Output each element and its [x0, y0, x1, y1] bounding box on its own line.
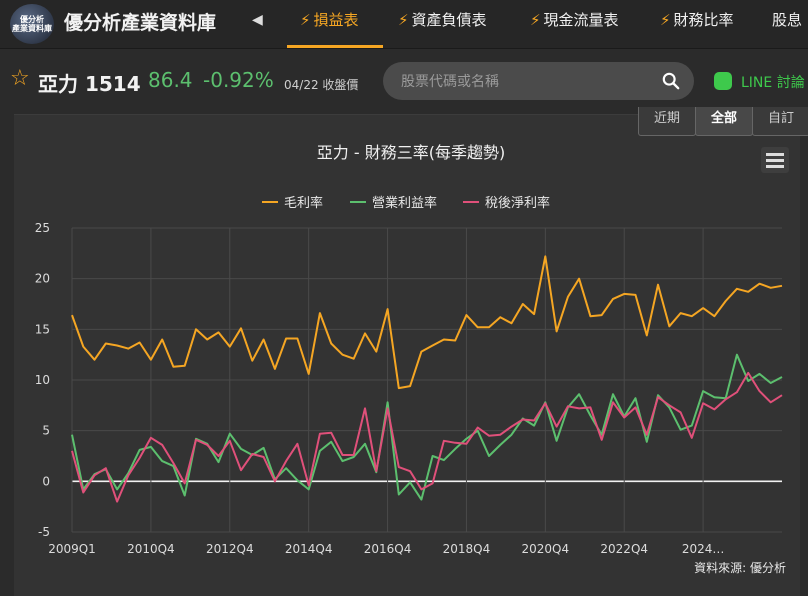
tab-financial-ratios[interactable]: ⚡ 財務比率 — [660, 9, 734, 30]
search-box — [383, 62, 694, 100]
line-app-icon[interactable] — [714, 72, 732, 90]
chart-panel: 近期 全部 自訂 — [14, 107, 808, 596]
brand-logo-text: 優分析 產業資料庫 — [12, 15, 52, 33]
search-input[interactable] — [399, 71, 643, 93]
bolt-icon: ⚡ — [300, 11, 311, 29]
tab-cash-flow[interactable]: ⚡ 現金流量表 — [530, 9, 619, 30]
tab-label: 財務比率 — [673, 11, 734, 29]
stock-header: ☆ 亞力 1514 86.4 -0.92% 04/22 收盤價 LINE 討論 — [0, 50, 808, 112]
bolt-icon: ⚡ — [530, 11, 541, 29]
active-tab-indicator — [287, 45, 383, 48]
bolt-icon: ⚡ — [398, 11, 409, 29]
brand-logo[interactable]: 優分析 產業資料庫 — [10, 4, 54, 44]
chart-menu-icon[interactable] — [761, 147, 789, 173]
stock-name: 亞力 1514 — [38, 72, 141, 96]
tab-income-statement[interactable]: ⚡ 損益表 — [300, 9, 359, 30]
stock-change: -0.92% — [203, 68, 274, 92]
range-all-button[interactable]: 全部 — [695, 107, 753, 136]
line-discuss-link[interactable]: LINE 討論 — [741, 75, 805, 91]
tab-label: 損益表 — [313, 11, 359, 29]
tab-dividends[interactable]: 股息 — [772, 9, 802, 30]
range-custom-button[interactable]: 自訂 — [752, 107, 808, 136]
tab-label: 股息 — [772, 11, 803, 29]
tab-label: 資產負債表 — [411, 11, 487, 29]
stock-price: 86.4 — [148, 68, 193, 92]
favorite-star-icon[interactable]: ☆ — [10, 66, 30, 91]
nav-scroll-left-icon[interactable]: ◀ — [252, 12, 263, 28]
range-recent-button[interactable]: 近期 — [638, 107, 696, 136]
tab-balance-sheet[interactable]: ⚡ 資產負債表 — [398, 9, 487, 30]
tab-label: 現金流量表 — [543, 11, 619, 29]
search-icon[interactable] — [662, 72, 680, 90]
price-date-label: 04/22 收盤價 — [284, 78, 359, 92]
top-nav: 優分析 產業資料庫 優分析產業資料庫 ◀ ⚡ 損益表 ⚡ 資產負債表 ⚡ 現金流量表 … — [0, 0, 808, 49]
brand-title[interactable]: 優分析產業資料庫 — [64, 12, 217, 34]
bolt-icon: ⚡ — [660, 11, 671, 29]
